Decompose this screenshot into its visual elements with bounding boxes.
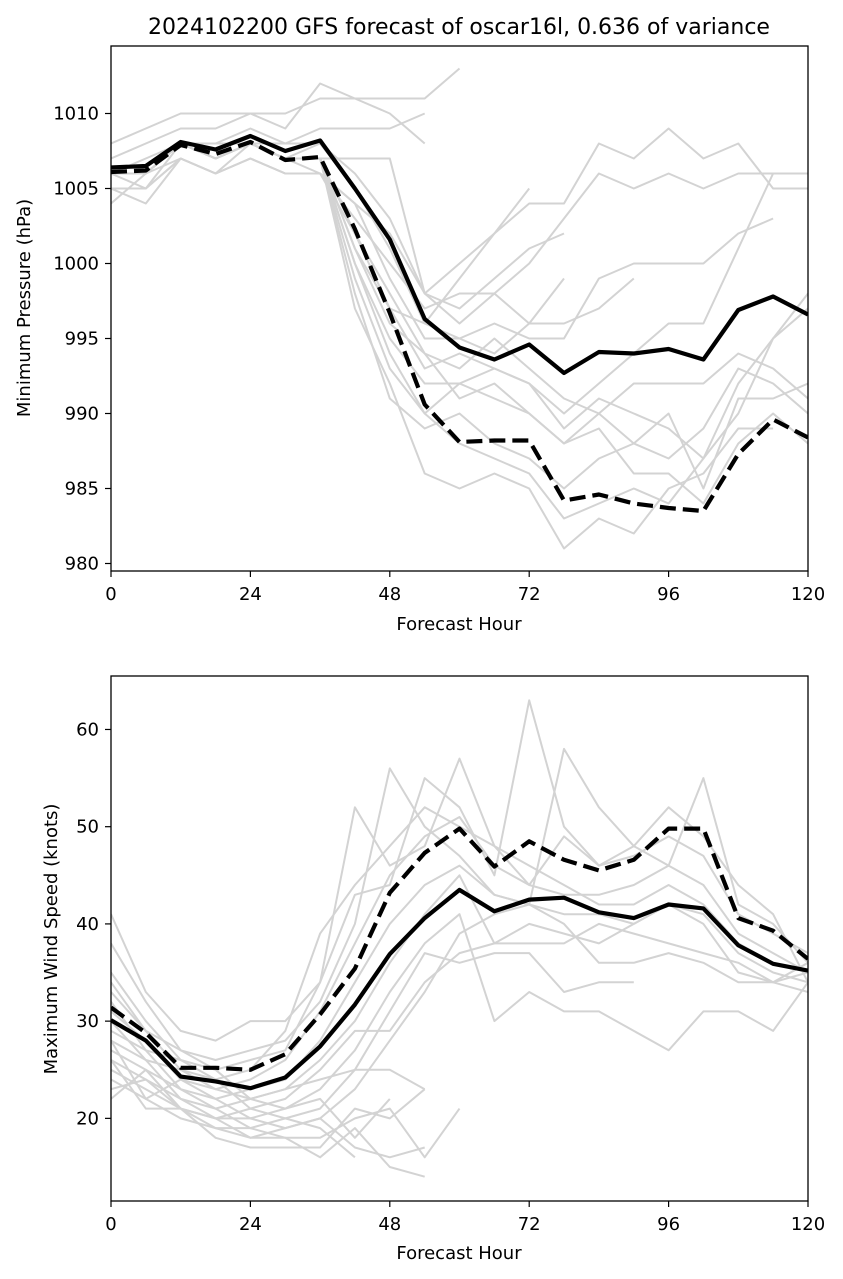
pressure-solid-mean-line bbox=[111, 133, 808, 376]
wind-panel: 0 24 48 72 96 120 20 30 40 50 60 Forecast Hour Max… bbox=[41, 675, 825, 1264]
pressure-x-tick-label-96: 96 bbox=[657, 584, 680, 605]
wind-y-tick-label-40: 40 bbox=[76, 914, 99, 935]
wind-y-tick-label-50: 50 bbox=[76, 817, 99, 838]
wind-ensemble-line-5 bbox=[111, 816, 808, 1091]
wind-ensemble-line-11 bbox=[111, 903, 808, 1139]
wind-y-tick-label-30: 30 bbox=[76, 1011, 99, 1032]
pressure-ensemble-line-2 bbox=[111, 82, 426, 160]
pressure-y-tick-label-1010: 1010 bbox=[53, 104, 99, 125]
wind-ensemble-line-15 bbox=[111, 1040, 425, 1159]
pressure-ensemble-line-1 bbox=[111, 67, 461, 145]
wind-ensemble-line-18 bbox=[111, 981, 426, 1100]
pressure-x-tick-label-48: 48 bbox=[378, 584, 401, 605]
wind-ensemble-line-9 bbox=[111, 913, 808, 1120]
pressure-dashed-mean-line bbox=[111, 139, 808, 514]
wind-x-tick-label-48: 48 bbox=[378, 1214, 401, 1235]
pressure-y-tick-label-985: 985 bbox=[65, 479, 99, 500]
wind-ensemble-line-17 bbox=[111, 1001, 356, 1159]
wind-x-tick-label-96: 96 bbox=[657, 1214, 680, 1235]
pressure-y-tick-label-995: 995 bbox=[65, 329, 99, 350]
wind-x-tick-label-72: 72 bbox=[518, 1214, 541, 1235]
pressure-ensemble-line-10 bbox=[111, 157, 635, 355]
pressure-panel: 2024102200 GFS forecast of oscar16l, 0.6… bbox=[14, 15, 825, 635]
wind-ticks: 0 24 48 72 96 120 20 30 40 50 60 bbox=[76, 719, 825, 1235]
wind-ensemble-line-2 bbox=[111, 747, 808, 1061]
pressure-y-tick-label-1000: 1000 bbox=[53, 254, 99, 275]
pressure-ticks: 0 24 48 72 96 120 980 985 990 995 1000 1005 1010 bbox=[53, 104, 825, 606]
wind-series-layer bbox=[111, 699, 808, 1178]
wind-x-axis-label: Forecast Hour bbox=[396, 1243, 522, 1264]
pressure-axes-frame bbox=[110, 45, 809, 572]
pressure-chart-title: 2024102200 GFS forecast of oscar16l, 0.6… bbox=[148, 15, 770, 40]
wind-y-tick-label-20: 20 bbox=[76, 1108, 99, 1129]
wind-y-axis-label: Maximum Wind Speed (knots) bbox=[41, 804, 62, 1075]
pressure-y-tick-label-990: 990 bbox=[65, 404, 99, 425]
pressure-x-tick-label-0: 0 bbox=[105, 584, 116, 605]
wind-axes-frame bbox=[110, 675, 809, 1202]
wind-dashed-mean-line bbox=[111, 826, 808, 1072]
pressure-ensemble-line-3 bbox=[111, 112, 426, 175]
pressure-x-tick-label-72: 72 bbox=[518, 584, 541, 605]
wind-solid-mean-line bbox=[111, 887, 808, 1091]
wind-x-tick-label-0: 0 bbox=[105, 1214, 116, 1235]
pressure-y-tick-label-980: 980 bbox=[65, 554, 99, 575]
pressure-x-axis-label: Forecast Hour bbox=[396, 614, 522, 635]
pressure-x-tick-label-120: 120 bbox=[791, 584, 825, 605]
wind-x-tick-label-120: 120 bbox=[791, 1214, 825, 1235]
pressure-ensemble-line-18 bbox=[111, 142, 808, 505]
wind-ensemble-line-14 bbox=[111, 1059, 425, 1178]
wind-ensemble-line-10 bbox=[111, 952, 634, 1130]
pressure-y-tick-label-1005: 1005 bbox=[53, 179, 99, 200]
wind-ensemble-line-6 bbox=[111, 864, 808, 1100]
wind-y-tick-label-60: 60 bbox=[76, 719, 99, 740]
pressure-x-tick-label-24: 24 bbox=[239, 584, 262, 605]
pressure-y-axis-label: Minimum Pressure (hPa) bbox=[14, 199, 35, 417]
pressure-series-layer bbox=[111, 67, 808, 550]
wind-x-tick-label-24: 24 bbox=[239, 1214, 262, 1235]
